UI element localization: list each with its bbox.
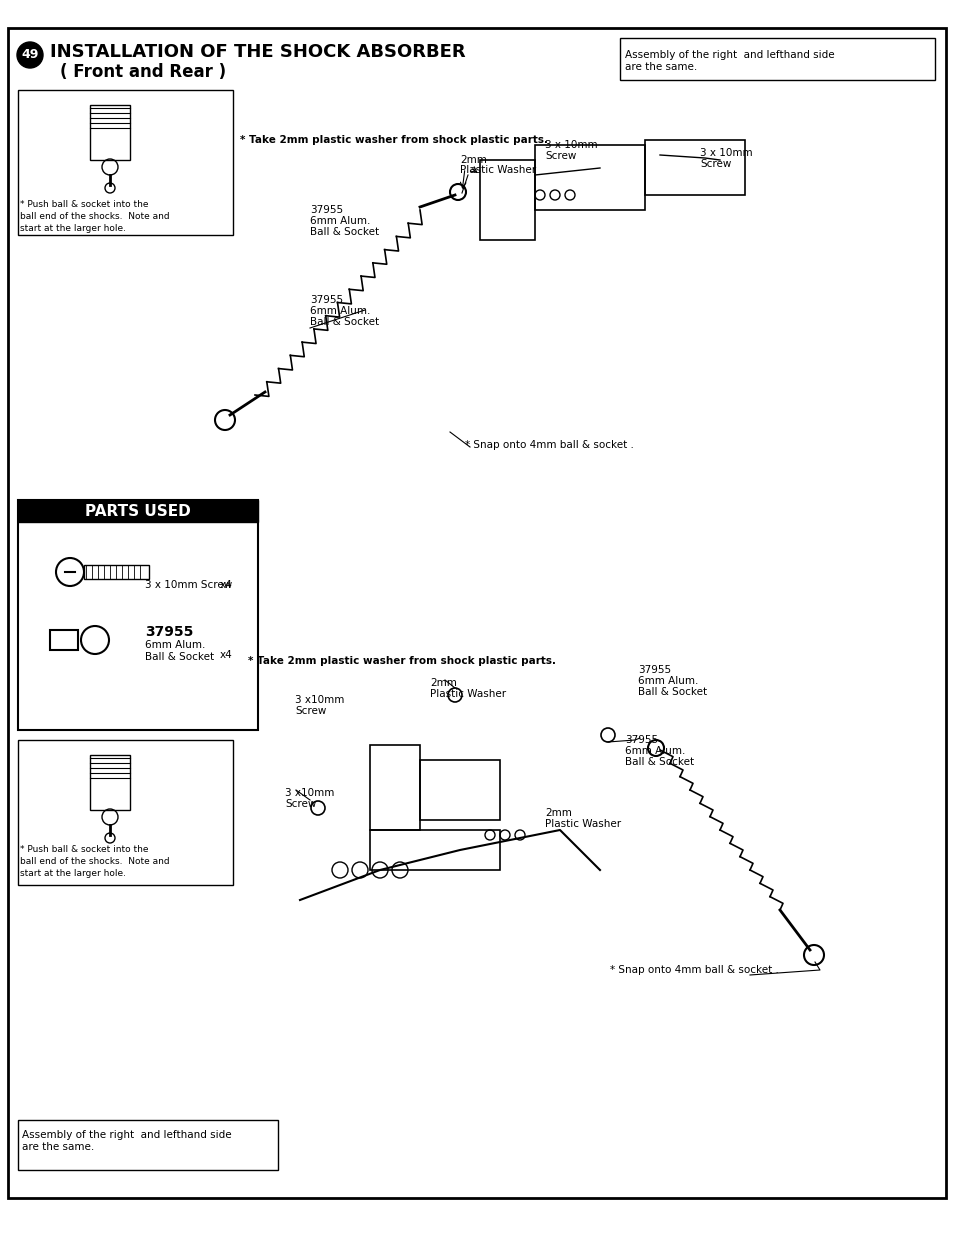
Text: ball end of the shocks.  Note and: ball end of the shocks. Note and [20, 212, 170, 221]
Bar [535, 144, 644, 210]
Bar [18, 1120, 277, 1170]
Circle shape [17, 42, 43, 68]
Text: are the same.: are the same. [22, 1142, 94, 1152]
Bar [18, 500, 257, 522]
Text: Screw: Screw [294, 706, 326, 716]
Bar [18, 90, 233, 235]
Text: 6mm Alum.: 6mm Alum. [310, 216, 370, 226]
Text: Ball & Socket: Ball & Socket [638, 687, 706, 697]
Text: 3 x10mm: 3 x10mm [294, 695, 344, 705]
Text: * Push ball & socket into the: * Push ball & socket into the [20, 845, 149, 853]
Text: are the same.: are the same. [624, 62, 697, 72]
Text: INSTALLATION OF THE SHOCK ABSORBER: INSTALLATION OF THE SHOCK ABSORBER [50, 43, 465, 61]
Text: start at the larger hole.: start at the larger hole. [20, 869, 126, 878]
Text: Plastic Washer: Plastic Washer [430, 689, 506, 699]
Text: ball end of the shocks.  Note and: ball end of the shocks. Note and [20, 857, 170, 866]
Text: 2mm: 2mm [544, 808, 571, 818]
Text: * Snap onto 4mm ball & socket .: * Snap onto 4mm ball & socket . [464, 440, 633, 450]
Text: 3 x 10mm: 3 x 10mm [544, 140, 597, 149]
Text: 37955: 37955 [310, 295, 343, 305]
Text: Screw: Screw [544, 151, 576, 161]
Bar [479, 161, 535, 240]
Text: Ball & Socket: Ball & Socket [310, 317, 378, 327]
Text: * Take 2mm plastic washer from shock plastic parts.: * Take 2mm plastic washer from shock pla… [248, 656, 556, 666]
Bar [18, 740, 233, 885]
Text: start at the larger hole.: start at the larger hole. [20, 224, 126, 233]
Text: Ball & Socket: Ball & Socket [624, 757, 694, 767]
Text: Ball & Socket: Ball & Socket [145, 652, 213, 662]
Text: x4: x4 [220, 650, 233, 659]
Text: x4: x4 [220, 580, 233, 590]
Bar [90, 755, 130, 810]
Bar [419, 760, 499, 820]
Bar [644, 140, 744, 195]
Bar [84, 564, 149, 579]
Bar [50, 630, 78, 650]
Text: Ball & Socket: Ball & Socket [310, 227, 378, 237]
Text: * Take 2mm plastic washer from shock plastic parts.: * Take 2mm plastic washer from shock pla… [240, 135, 547, 144]
Text: 6mm Alum.: 6mm Alum. [310, 306, 370, 316]
Text: Plastic Washer: Plastic Washer [544, 819, 620, 829]
Text: 6mm Alum.: 6mm Alum. [638, 676, 698, 685]
Text: 6mm Alum.: 6mm Alum. [624, 746, 684, 756]
Text: 6mm Alum.: 6mm Alum. [145, 640, 205, 650]
Text: Plastic Washer: Plastic Washer [459, 165, 536, 175]
Text: ( Front and Rear ): ( Front and Rear ) [60, 63, 226, 82]
Text: 3 x 10mm: 3 x 10mm [700, 148, 752, 158]
Text: 37955: 37955 [145, 625, 193, 638]
Text: Screw: Screw [285, 799, 316, 809]
Bar [18, 500, 257, 730]
Bar [619, 38, 934, 80]
Text: 37955: 37955 [310, 205, 343, 215]
Text: Screw: Screw [700, 159, 731, 169]
Bar [370, 745, 419, 830]
Text: * Push ball & socket into the: * Push ball & socket into the [20, 200, 149, 209]
Text: Assembly of the right  and lefthand side: Assembly of the right and lefthand side [624, 49, 834, 61]
Text: 49: 49 [21, 48, 39, 62]
Text: * Snap onto 4mm ball & socket .: * Snap onto 4mm ball & socket . [609, 965, 778, 974]
Text: Assembly of the right  and lefthand side: Assembly of the right and lefthand side [22, 1130, 232, 1140]
Text: 3 x 10mm Screw: 3 x 10mm Screw [145, 580, 232, 590]
Text: 37955: 37955 [624, 735, 658, 745]
Text: 2mm: 2mm [430, 678, 456, 688]
Text: 2mm: 2mm [459, 156, 486, 165]
Text: 37955: 37955 [638, 664, 670, 676]
Bar [370, 830, 499, 869]
Text: 3 x10mm: 3 x10mm [285, 788, 334, 798]
Bar [90, 105, 130, 161]
Text: PARTS USED: PARTS USED [85, 504, 191, 519]
